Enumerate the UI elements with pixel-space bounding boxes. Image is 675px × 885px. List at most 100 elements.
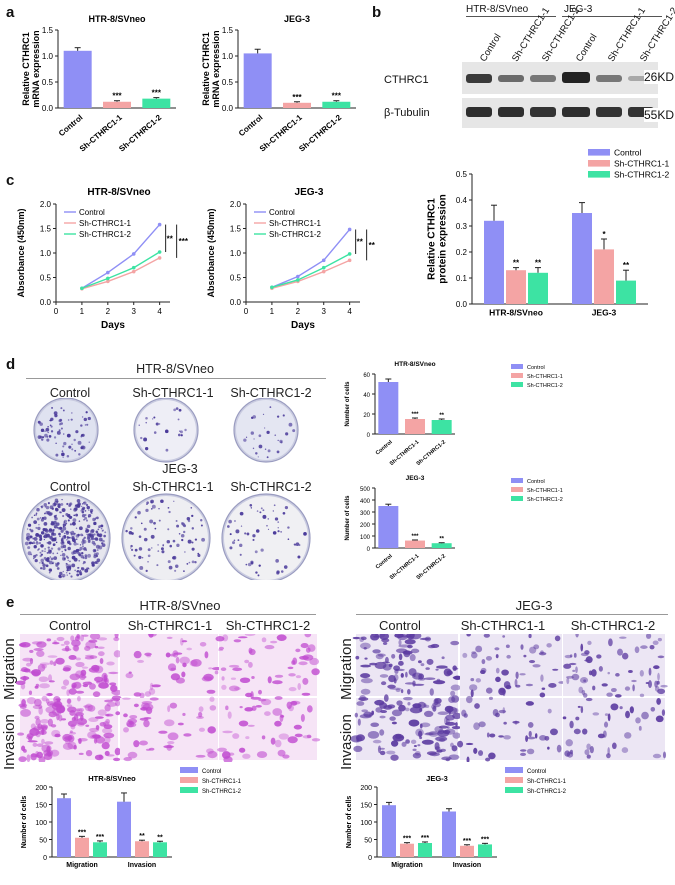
d1-legend-label: Sh-CTHRC1-2 [527, 383, 563, 389]
a2-ytick-label: 1.5 [222, 26, 234, 35]
e-col-sh2-1: Sh-CTHRC1-2 [225, 618, 311, 633]
e-title-jeg: JEG-3 [515, 598, 553, 613]
e-col-control-1: Control [49, 618, 91, 633]
a1-bar-3 [142, 98, 171, 108]
a1-ytick-label: 0.5 [42, 78, 54, 87]
transwell-htr-invasion-2 [120, 696, 218, 762]
c2-sig: ** [369, 241, 376, 250]
a2-title: JEG-3 [284, 14, 310, 24]
e-col-control-2: Control [379, 618, 421, 633]
a2-sig: *** [332, 92, 342, 101]
a1-bar-2 [103, 101, 131, 108]
chart-c2: JEG-3 0.0 0.5 1.0 1.5 2.0 0 1 2 3 4 Days Absorbance … [206, 187, 376, 331]
c1-point [106, 276, 110, 281]
b-bar-htr-8-svneo-2 [506, 270, 526, 304]
b-ytick-label: 0.0 [456, 300, 468, 309]
chart-d2: JEG-3 0 100 200 300 400 500 Number of cells Cont… [345, 475, 563, 581]
c2-point [296, 274, 300, 279]
a2-xtick-label: Sh-CTHRC1-2 [297, 113, 343, 154]
transwell-jeg-invasion-3 [562, 697, 667, 760]
transwell-jeg-invasion-1 [350, 694, 462, 762]
e-col-sh1-1: Sh-CTHRC1-1 [127, 618, 213, 633]
c1-point [80, 286, 84, 291]
b-bar-htr-8-svneo-1 [484, 220, 504, 304]
c2-line-2 [271, 259, 350, 289]
b-group-label: JEG-3 [592, 308, 617, 318]
e2-bar-migration-2 [400, 843, 414, 857]
d-label-control-2: Control [49, 480, 91, 494]
b-bar-jeg-3-1 [572, 213, 592, 304]
c1-sig: ** [167, 234, 174, 243]
panel-label-c: c [6, 172, 15, 189]
c1-legend-label: Sh-CTHRC1-2 [79, 230, 132, 239]
e1-group-label: Invasion [128, 862, 156, 869]
chart-b: 0.0 0.1 0.2 0.3 0.4 0.5 Relative CTHRC1protein… [427, 148, 670, 318]
d1-xtick-label: Control [375, 439, 394, 456]
e2-bar-migration-1 [382, 805, 396, 857]
e1-bar-invasion-2 [135, 841, 149, 857]
e1-ytick-label: 200 [35, 785, 47, 792]
d1-ylabel: Number of cells [345, 381, 351, 427]
d2-legend-label: Sh-CTHRC1-1 [527, 488, 563, 494]
b-legend-label: Sh-CTHRC1-1 [614, 159, 670, 169]
e2-bar-migration-3 [418, 843, 432, 857]
c2-legend-label: Control [269, 208, 295, 217]
b-group-label: HTR-8/SVneo [489, 308, 543, 318]
d1-legend-label: Control [527, 365, 545, 371]
wb-blot-cthrc1 [462, 62, 658, 94]
e2-group-label: Invasion [453, 862, 481, 869]
c2-xtick-label: 2 [296, 307, 301, 316]
d2-bar-1 [378, 506, 399, 548]
d2-bar-2 [405, 540, 425, 548]
c1-ytick-label: 0.0 [40, 298, 52, 307]
c2-xlabel: Days [291, 320, 315, 331]
d2-legend-label: Sh-CTHRC1-2 [527, 497, 563, 503]
e1-sig: *** [78, 829, 86, 836]
e2-ytick-label: 100 [360, 820, 372, 827]
d1-bar-1 [378, 382, 399, 434]
c1-point [106, 270, 110, 275]
d-label-control-1: Control [49, 386, 91, 400]
colony-plate-6 [221, 493, 311, 580]
c1-xtick-label: 3 [132, 307, 137, 316]
d-label-sh1-1: Sh-CTHRC1-1 [132, 386, 214, 400]
e2-ytick-label: 200 [360, 785, 372, 792]
c1-title: HTR-8/SVneo [87, 187, 150, 198]
e2-sig: *** [421, 835, 429, 842]
b-legend-label: Control [614, 148, 642, 158]
e2-legend-swatch [505, 787, 523, 793]
wb-row-cthrc1: CTHRC1 [384, 74, 429, 86]
e1-bar-invasion-3 [153, 842, 167, 857]
d1-legend-swatch [511, 373, 523, 378]
c1-legend-label: Control [79, 208, 105, 217]
a1-ytick-label: 0.0 [42, 104, 54, 113]
b-bar-jeg-3-3 [616, 280, 636, 304]
e1-legend-label: Sh-CTHRC1-1 [202, 779, 242, 785]
e2-sig: *** [463, 838, 471, 845]
d2-ytick-label: 500 [360, 487, 371, 493]
e2-sig: *** [403, 836, 411, 843]
wb-group-jeg: JEG-3 [564, 4, 593, 15]
b-legend-label: Sh-CTHRC1-2 [614, 170, 670, 180]
e1-bar-migration-3 [93, 842, 107, 857]
panel-label-a: a [6, 4, 15, 21]
e-col-sh2-2: Sh-CTHRC1-2 [570, 618, 656, 633]
e2-sig: *** [481, 836, 489, 843]
wb-lane-label: Control [478, 32, 504, 64]
e2-bar-invasion-1 [442, 811, 456, 857]
e1-legend-swatch [180, 767, 198, 773]
c1-xlabel: Days [101, 320, 125, 331]
c2-point [347, 227, 352, 232]
b-sig: ** [623, 261, 630, 270]
c2-xtick-label: 4 [347, 307, 352, 316]
d-title-htr: HTR-8/SVneo [136, 362, 214, 376]
d2-legend-swatch [511, 496, 523, 501]
c1-point [131, 265, 136, 270]
d1-ytick-label: 40 [363, 393, 370, 399]
e1-legend-label: Sh-CTHRC1-2 [202, 789, 242, 795]
d2-sig: ** [439, 537, 444, 543]
d-label-sh2-1: Sh-CTHRC1-2 [230, 386, 312, 400]
c1-legend-label: Sh-CTHRC1-1 [79, 219, 132, 228]
a1-xtick-label: Sh-CTHRC1-2 [117, 113, 163, 154]
d1-title: HTR-8/SVneo [394, 361, 435, 368]
